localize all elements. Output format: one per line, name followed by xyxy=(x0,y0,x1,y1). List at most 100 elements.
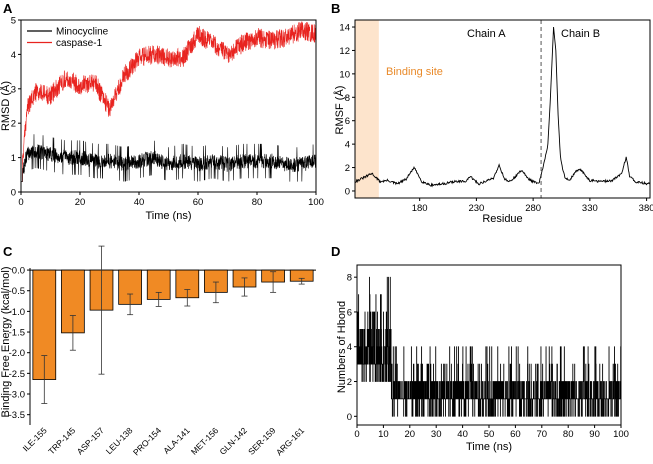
category-label: ILE-155 xyxy=(21,425,49,453)
x-tick-label: 380 xyxy=(639,203,653,214)
panel-c-binding-energy: 0.0 -0.5 -1.0 -1.5 -2.0 -2.5 -3.0 -3.5 ILE-155T… xyxy=(0,245,316,457)
y-tick-label: 8 xyxy=(347,273,352,284)
panel-a-y-axis: 0 1 2 3 4 5 xyxy=(11,16,21,199)
x-tick-label: 100 xyxy=(613,429,629,440)
legend-label-caspase-1: caspase-1 xyxy=(56,38,103,49)
x-tick-label: 100 xyxy=(308,197,324,208)
y-tick-label: 0.0 xyxy=(12,266,25,277)
x-tick-label: 40 xyxy=(457,429,468,440)
category-label: ASP-157 xyxy=(75,425,106,456)
y-tick-label: 4 xyxy=(11,50,16,61)
x-tick-label: 60 xyxy=(510,429,521,440)
y-tick-label: -1.5 xyxy=(9,328,25,339)
x-tick-label: 230 xyxy=(468,203,484,214)
series-line-caspase-1 xyxy=(21,21,316,182)
panel-label-a: A xyxy=(3,1,13,16)
y-tick-label: -3.0 xyxy=(9,390,25,401)
panel-a-legend: Minocycline caspase-1 xyxy=(27,27,109,49)
x-tick-label: 0 xyxy=(354,429,359,440)
panel-label-b: B xyxy=(331,1,340,16)
panel-a-frame xyxy=(20,19,317,193)
y-tick-label: 0 xyxy=(345,186,350,197)
x-tick-label: 10 xyxy=(378,429,389,440)
panel-b-x-axis: 180 230 280 330 380 xyxy=(412,198,653,214)
panel-a-xlabel: Time (ns) xyxy=(145,210,191,222)
panel-c-y-axis: 0.0 -0.5 -1.0 -1.5 -2.0 -2.5 -3.0 -3.5 xyxy=(9,266,30,421)
category-label: GLN-142 xyxy=(217,425,249,457)
y-tick-label: -3.5 xyxy=(9,410,25,421)
y-tick-label: 0 xyxy=(347,412,352,423)
panel-b-xlabel: Residue xyxy=(482,213,522,225)
y-tick-label: 0 xyxy=(11,188,16,199)
x-tick-label: 0 xyxy=(18,197,23,208)
y-tick-label: 6 xyxy=(347,307,352,318)
panel-d-plot-area xyxy=(356,276,622,417)
y-tick-label: -1.0 xyxy=(9,307,25,318)
panel-label-c: C xyxy=(3,244,13,259)
y-tick-label: 6 xyxy=(345,116,350,127)
x-tick-label: 180 xyxy=(412,203,428,214)
y-tick-label: 4 xyxy=(347,342,352,353)
x-tick-label: 330 xyxy=(582,203,598,214)
x-tick-label: 20 xyxy=(75,197,86,208)
panel-c-x-axis: ILE-155TRP-145ASP-157LEU-138PRO-154ALA-1… xyxy=(21,425,307,457)
x-tick-label: 40 xyxy=(134,197,145,208)
y-tick-label: 3 xyxy=(11,84,16,95)
y-tick-label: 2 xyxy=(347,377,352,388)
binding-site-shading xyxy=(355,20,379,198)
y-tick-label: 2 xyxy=(11,119,16,130)
y-tick-label: 12 xyxy=(339,46,350,57)
y-tick-label: 1 xyxy=(11,153,16,164)
annotation-chain-b: Chain B xyxy=(561,28,600,40)
y-tick-label: -2.0 xyxy=(9,348,25,359)
category-label: PRO-154 xyxy=(131,425,163,457)
x-tick-label: 80 xyxy=(252,197,263,208)
panel-b-rmsf: 180 230 280 330 380 0 2 4 6 8 10 12 14 Residue RMSF… xyxy=(333,19,653,225)
y-tick-label: 14 xyxy=(339,23,350,34)
y-tick-label: -0.5 xyxy=(9,286,25,297)
y-tick-label: 8 xyxy=(345,93,350,104)
category-label: MET-156 xyxy=(189,425,221,457)
x-tick-label: 60 xyxy=(193,197,204,208)
x-tick-label: 70 xyxy=(537,429,548,440)
panel-a-rmsd: 0 20 40 60 80 100 0 1 2 3 4 5 Time (ns) RMSD (Å) M… xyxy=(0,16,324,223)
y-tick-label: 4 xyxy=(345,140,350,151)
panel-a-x-axis: 0 20 40 60 80 100 xyxy=(18,192,324,208)
category-label: TRP-145 xyxy=(46,425,77,456)
annotation-binding-site: Binding site xyxy=(386,66,443,78)
panel-d-xlabel: Time (ns) xyxy=(466,441,512,453)
x-tick-label: 20 xyxy=(405,429,416,440)
y-tick-label: 10 xyxy=(339,69,350,80)
x-tick-label: 280 xyxy=(525,203,541,214)
panel-d-hbond: 0 10 20 30 40 50 60 70 80 90 100 0 2 4 6 8 Time (ns) N… xyxy=(336,264,629,453)
panel-b-y-axis: 0 2 4 6 8 10 12 14 xyxy=(339,23,355,197)
category-label: LEU-138 xyxy=(104,425,135,456)
panel-d-ylabel: Numbers of Hbond xyxy=(336,301,348,393)
panel-label-d: D xyxy=(331,244,340,259)
series-line-hbond xyxy=(356,276,622,417)
panel-b-ylabel: RMSF (Å) xyxy=(333,86,346,135)
annotation-chain-a: Chain A xyxy=(467,28,506,40)
y-tick-label: -2.5 xyxy=(9,369,25,380)
x-tick-label: 30 xyxy=(431,429,442,440)
category-label: ALA-141 xyxy=(161,425,192,456)
panel-b-frame xyxy=(354,19,651,199)
panel-a-ylabel: RMSD (Å) xyxy=(0,81,12,131)
legend-label-minocycline: Minocycline xyxy=(56,27,109,38)
panel-a-plot-area xyxy=(21,21,316,182)
panel-c-ylabel: Binding Free Energy (kcal/mol) xyxy=(0,266,12,417)
panel-c-plot-area xyxy=(29,245,316,425)
x-tick-label: 80 xyxy=(563,429,574,440)
y-tick-label: 2 xyxy=(345,163,350,174)
x-tick-label: 90 xyxy=(589,429,600,440)
panel-d-x-axis: 0 10 20 30 40 50 60 70 80 90 100 xyxy=(354,425,629,440)
y-tick-label: 5 xyxy=(11,16,16,27)
panel-b-plot-area xyxy=(354,20,651,198)
category-label: ARG-161 xyxy=(274,425,306,457)
category-label: SER-159 xyxy=(246,425,278,457)
series-line-rmsf xyxy=(354,26,651,188)
x-tick-label: 50 xyxy=(484,429,495,440)
series-line-minocycline xyxy=(21,134,316,182)
panel-d-y-axis: 0 2 4 6 8 xyxy=(347,273,357,423)
